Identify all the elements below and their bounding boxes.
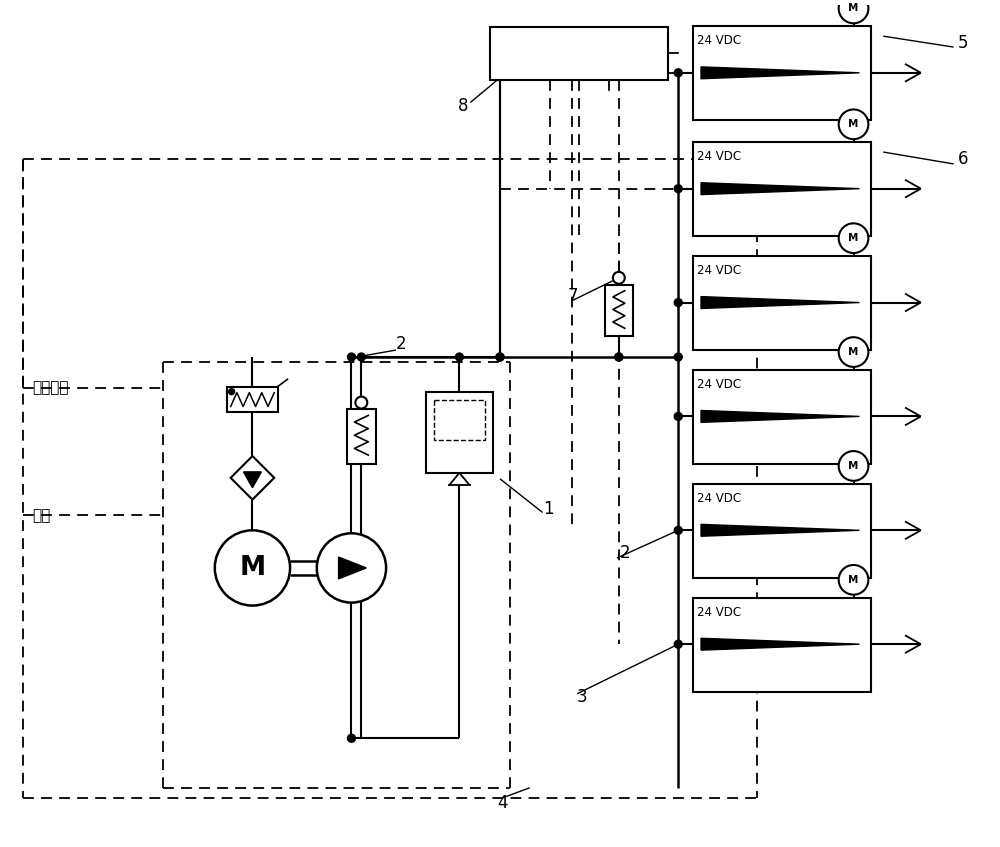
Text: 24 VDC: 24 VDC [697,34,741,47]
Text: 8: 8 [458,97,468,115]
Bar [426,391,493,473]
Circle shape [839,337,868,367]
Text: 24 VDC: 24 VDC [697,150,741,163]
Circle shape [347,353,355,361]
Circle shape [496,353,504,361]
Bar [434,400,485,440]
Circle shape [674,299,682,307]
Text: M: M [848,347,859,357]
Bar [693,370,871,464]
Circle shape [839,451,868,481]
Text: M: M [848,233,859,243]
Circle shape [455,353,463,361]
Text: 5: 5 [958,34,968,53]
Text: M: M [848,575,859,584]
Polygon shape [701,524,859,536]
Text: 3: 3 [577,688,588,706]
Bar [490,27,668,80]
Circle shape [355,396,367,408]
Circle shape [357,353,365,361]
Circle shape [674,69,682,77]
Text: 液位信号: 液位信号 [33,380,69,396]
Bar [693,142,871,236]
Bar [693,256,871,350]
Circle shape [496,353,504,361]
Polygon shape [231,456,274,500]
Polygon shape [701,183,859,195]
Text: 24 VDC: 24 VDC [697,492,741,505]
Bar [227,387,278,412]
Text: 24 VDC: 24 VDC [697,378,741,390]
Text: 2: 2 [619,544,630,562]
Circle shape [839,109,868,139]
Circle shape [347,734,355,742]
Text: 2: 2 [396,335,406,353]
Text: 4: 4 [498,794,508,811]
Text: 6: 6 [958,150,968,168]
Text: 24 VDC: 24 VDC [697,606,741,618]
Text: 1: 1 [543,500,554,518]
Polygon shape [701,296,859,308]
Bar [605,285,633,336]
Bar [693,26,871,120]
Circle shape [215,530,290,606]
Polygon shape [339,557,366,579]
Polygon shape [244,472,261,488]
Polygon shape [701,67,859,79]
Circle shape [615,353,623,361]
Text: 电源: 电源 [33,508,51,523]
Circle shape [839,565,868,595]
Circle shape [674,353,682,361]
Polygon shape [701,411,859,423]
Text: 24 VDC: 24 VDC [697,264,741,277]
Circle shape [674,640,682,648]
Circle shape [615,353,623,361]
Bar [693,598,871,692]
Text: 7: 7 [567,286,578,305]
Circle shape [839,224,868,253]
Circle shape [229,389,235,395]
Text: M: M [848,461,859,471]
Text: M: M [848,119,859,130]
Circle shape [674,526,682,534]
Circle shape [613,272,625,284]
Circle shape [317,534,386,602]
Circle shape [674,412,682,420]
Bar [347,409,376,464]
Text: M: M [239,555,265,581]
Bar [693,484,871,578]
Text: M: M [848,3,859,14]
Circle shape [839,0,868,24]
Polygon shape [701,639,859,650]
Circle shape [674,185,682,192]
